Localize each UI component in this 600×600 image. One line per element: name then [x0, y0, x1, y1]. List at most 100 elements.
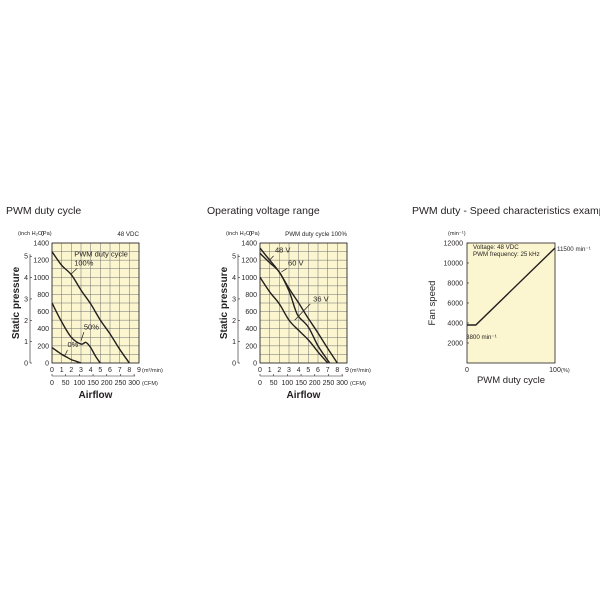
c1-y-tick-label-inch: 2 — [232, 318, 236, 325]
c1-y-tick-label-pa: 1400 — [241, 241, 257, 248]
c2-series-line-0 — [467, 247, 556, 326]
c1-series-label-0: 48 V — [275, 245, 290, 254]
c0-y-tick-label-pa: 600 — [37, 309, 49, 316]
c1-cfm-tick-label: 0 — [258, 380, 262, 387]
c2-x-tick-label: 0 — [465, 367, 469, 374]
c1-cfm-tick-label: 250 — [323, 380, 335, 387]
c1-x-tick-label: 7 — [326, 367, 330, 374]
c2-x-unit: (%) — [561, 368, 570, 374]
c0-series-leader-0 — [71, 268, 78, 275]
c1-x-tick-label: 5 — [306, 367, 310, 374]
c0-y-tick-label-pa: 200 — [37, 343, 49, 350]
c1-y-axis-title: Static pressure — [219, 266, 230, 339]
c1-series-line-1 — [259, 252, 331, 364]
c0-y-tick-label-inch: 3 — [24, 296, 28, 303]
c1-x-tick-label: 2 — [277, 367, 281, 374]
c1-y-tick-label-pa: 1200 — [241, 258, 257, 265]
c1-series-leader-1 — [281, 267, 288, 273]
c2-x-axis-title: PWM duty cycle — [477, 375, 545, 386]
c2-y-tick-label: 6000 — [447, 301, 463, 308]
c1-y-tick-label-pa: 600 — [245, 309, 257, 316]
c0-y-axis-title: Static pressure — [11, 266, 22, 339]
c0-series-leader-1 — [80, 332, 85, 341]
c2-annotation-min: 3800 min⁻¹ — [466, 334, 497, 341]
c2-y-axis-title: Fan speed — [427, 281, 438, 326]
c1-cfm-tick-label: 50 — [270, 380, 278, 387]
c0-x-tick-label: 5 — [98, 367, 102, 374]
c0-cfm-tick-label: 50 — [62, 380, 70, 387]
c0-y-tick-label-inch: 0 — [24, 361, 28, 368]
c1-y-tick-label-inch: 0 — [232, 361, 236, 368]
c1-cfm-tick-label: 300 — [336, 380, 348, 387]
c1-y-tick-label-inch: 3 — [232, 296, 236, 303]
c0-y-tick-label-pa: 400 — [37, 326, 49, 333]
c1-y-unit-pa: (Pa) — [249, 231, 260, 237]
c2-y-tick-label: 12000 — [444, 241, 464, 248]
c2-x-tick-label: 100 — [549, 367, 561, 374]
c1-series-leader-2 — [294, 303, 311, 321]
c1-x-unit-m3: (m³/min) — [350, 368, 371, 374]
c0-series-label-1: 50% — [84, 323, 99, 332]
c0-x-tick-label: 3 — [79, 367, 83, 374]
c0-x-tick-label: 1 — [60, 367, 64, 374]
c1-y-tick-label-inch: 1 — [232, 339, 236, 346]
c1-y-tick-label-pa: 200 — [245, 343, 257, 350]
c0-series-line-1 — [51, 302, 101, 364]
c0-series-line-2 — [51, 347, 82, 364]
c2-y-tick-label: 10000 — [444, 261, 464, 268]
c0-legend-title: PWM duty cycle — [74, 250, 128, 259]
c1-y-tick-label-pa: 0 — [253, 361, 257, 368]
c0-series-label-2: 0% — [67, 340, 78, 349]
c0-x-tick-label: 8 — [127, 367, 131, 374]
c0-x-tick-label: 4 — [89, 367, 93, 374]
c0-cfm-tick-label: 150 — [87, 380, 99, 387]
c0-y-tick-label-inch: 5 — [24, 254, 28, 261]
c1-x-unit-cfm: (CFM) — [350, 381, 366, 387]
c0-x-tick-label: 9 — [137, 367, 141, 374]
c0-cfm-tick-label: 0 — [50, 380, 54, 387]
c1-x-tick-label: 6 — [316, 367, 320, 374]
c0-condition-text: 48 VDC — [117, 231, 139, 238]
c0-series-leader-2 — [64, 349, 68, 357]
c0-y-unit-inch: (inch H₂O) — [18, 231, 44, 237]
c0-y-tick-label-inch: 4 — [24, 275, 28, 282]
c0-cfm-tick-label: 250 — [115, 380, 127, 387]
c1-series-label-1: 60 V — [288, 258, 303, 267]
c1-cfm-tick-label: 100 — [282, 380, 294, 387]
c1-x-tick-label: 0 — [258, 367, 262, 374]
c0-cfm-tick-label: 200 — [101, 380, 113, 387]
c1-x-tick-label: 9 — [345, 367, 349, 374]
c0-cfm-tick-label: 300 — [128, 380, 140, 387]
c1-y-tick-label-pa: 1000 — [241, 275, 257, 282]
c0-y-tick-label-pa: 800 — [37, 292, 49, 299]
c2-y-unit: (min⁻¹) — [448, 231, 466, 237]
c0-y-tick-label-pa: 1200 — [33, 258, 49, 265]
c2-y-tick-label: 4000 — [447, 321, 463, 328]
c1-y-tick-label-inch: 5 — [232, 254, 236, 261]
c1-cfm-tick-label: 150 — [295, 380, 307, 387]
c2-y-tick-label: 8000 — [447, 281, 463, 288]
c1-x-tick-label: 8 — [335, 367, 339, 374]
c1-x-axis-title: Airflow — [287, 390, 321, 401]
c1-x-tick-label: 1 — [268, 367, 272, 374]
c0-y-unit-pa: (Pa) — [41, 231, 52, 237]
c2-condition-text-1: PWM frequency: 25 kHz — [473, 251, 540, 258]
c2-y-tick-label: 2000 — [447, 341, 463, 348]
c0-x-tick-label: 6 — [108, 367, 112, 374]
c1-series-label-2: 36 V — [313, 294, 328, 303]
c1-series-line-0 — [259, 247, 338, 364]
c1-y-tick-label-pa: 400 — [245, 326, 257, 333]
c1-y-tick-label-inch: 4 — [232, 275, 236, 282]
chart-title-operating-voltage: Operating voltage range — [207, 205, 320, 217]
c0-y-tick-label-pa: 1000 — [33, 275, 49, 282]
c1-series-line-2 — [259, 276, 329, 364]
c0-x-tick-label: 0 — [50, 367, 54, 374]
c1-condition-text: PWM duty cycle 100% — [285, 231, 347, 238]
chart-title-pwm-duty-cycle: PWM duty cycle — [6, 205, 82, 217]
c0-x-unit-cfm: (CFM) — [142, 381, 158, 387]
c2-condition-text-0: Voltage: 48 VDC — [473, 244, 519, 251]
c2-annotation-max: 11500 min⁻¹ — [557, 246, 591, 253]
c1-x-tick-label: 3 — [287, 367, 291, 374]
c0-x-tick-label: 2 — [69, 367, 73, 374]
